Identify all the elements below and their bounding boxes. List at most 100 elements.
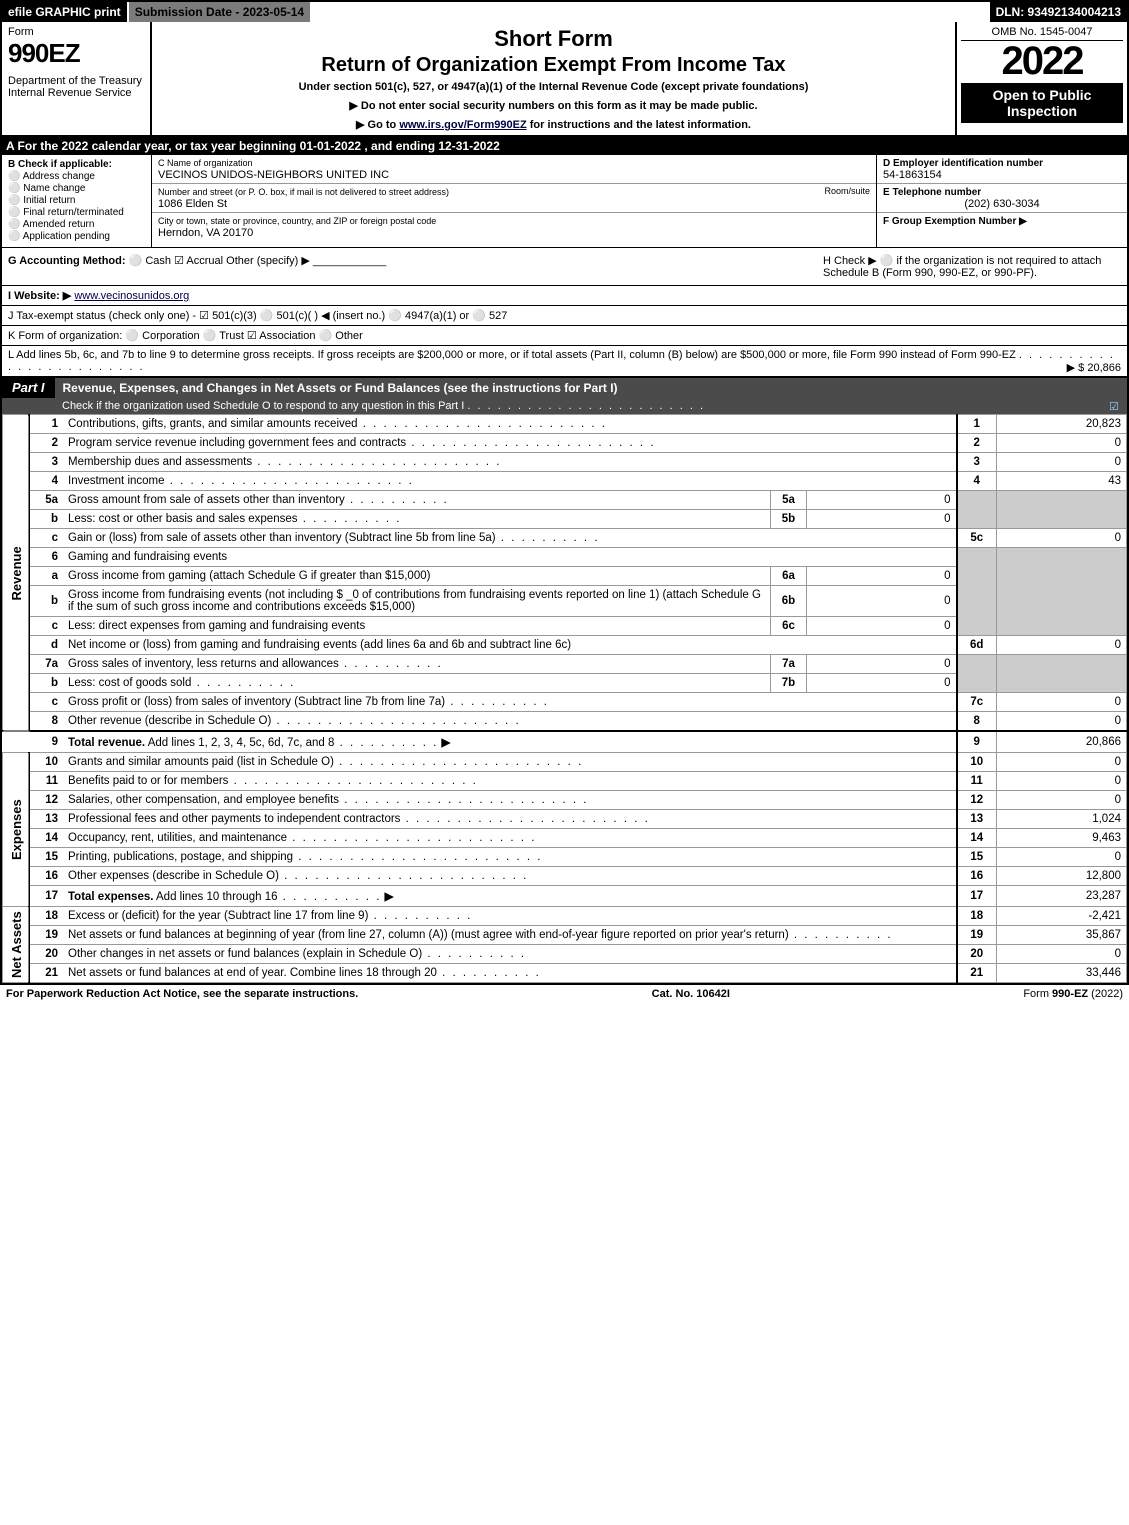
line-19-num: 19 [29,926,63,945]
line-6c-num: c [29,617,63,636]
line-15: 15 Printing, publications, postage, and … [3,848,1127,867]
goto-instructions: ▶ Go to www.irs.gov/Form990EZ for instru… [160,118,947,131]
line-5c-box: 5c [957,529,997,548]
line-18: Net Assets 18 Excess or (deficit) for th… [3,907,1127,926]
line-6c-sublabel: 6c [771,617,807,636]
line-8-box: 8 [957,712,997,732]
line-8-val: 0 [997,712,1127,732]
line-10-num: 10 [29,753,63,772]
schedule-o-check[interactable]: ☑ [1109,400,1119,413]
line-5ab-greyval [997,491,1127,529]
line-5ab-greybox [957,491,997,529]
line-6d-box: 6d [957,636,997,655]
form-ref-pre: Form [1023,988,1052,1000]
chk-name-change[interactable]: Name change [8,183,145,194]
submission-date: Submission Date - 2023-05-14 [129,2,312,22]
line-6-greybox [957,548,997,636]
line-19-text: Net assets or fund balances at beginning… [68,929,893,941]
tax-year: 2022 [961,41,1123,81]
line-7b-num: b [29,674,63,693]
line-13-val: 1,024 [997,810,1127,829]
line-11-val: 0 [997,772,1127,791]
line-20-text: Other changes in net assets or fund bala… [68,948,526,960]
chk-final-return[interactable]: Final return/terminated [8,207,145,218]
line-16-text: Other expenses (describe in Schedule O) [68,870,528,882]
line-7c: c Gross profit or (loss) from sales of i… [3,693,1127,712]
chk-initial-return[interactable]: Initial return [8,195,145,206]
part-i-subtitle: Check if the organization used Schedule … [2,398,1127,414]
dln-number: DLN: 93492134004213 [990,2,1127,22]
room-label: Room/suite [824,186,870,196]
line-7c-num: c [29,693,63,712]
line-9-num: 9 [29,731,63,753]
line-5c-num: c [29,529,63,548]
chk-cash[interactable]: Cash [129,255,171,267]
line-3-val: 0 [997,453,1127,472]
line-2: 2 Program service revenue including gove… [3,434,1127,453]
form-title: Return of Organization Exempt From Incom… [160,54,947,77]
l9-arrow [438,737,450,749]
group-exemption-cell: F Group Exemption Number ▶ [877,213,1127,229]
group-exemption-label: F Group Exemption Number ▶ [883,216,1027,227]
line-5c-text: Gain or (loss) from sale of assets other… [68,532,600,544]
column-def: D Employer identification number 54-1863… [877,155,1127,247]
chk-application-pending[interactable]: Application pending [8,231,145,242]
line-6a-num: a [29,567,63,586]
line-7ab-greybox [957,655,997,693]
chk-address-change[interactable]: Address change [8,171,145,182]
line-4-box: 4 [957,472,997,491]
line-4: 4 Investment income 4 43 [3,472,1127,491]
line-7a-sublabel: 7a [771,655,807,674]
section-b-through-f: B Check if applicable: Address change Na… [2,155,1127,248]
line-6b-text: Gross income from fundraising events (no… [63,586,771,617]
header-center: Short Form Return of Organization Exempt… [152,22,957,135]
expenses-label: Expenses [3,753,30,907]
line-16-box: 16 [957,867,997,886]
revenue-label: Revenue [3,415,30,732]
line-20-num: 20 [29,945,63,964]
line-11-text: Benefits paid to or for members [68,775,478,787]
street-label: Number and street (or P. O. box, if mail… [158,187,449,197]
line-6b-sublabel: 6b [771,586,807,617]
line-17-text: Add lines 10 through 16 [156,891,277,903]
org-name-value: VECINOS UNIDOS-NEIGHBORS UNITED INC [158,169,389,181]
phone-cell: E Telephone number (202) 630-3034 [877,184,1127,213]
gross-receipts-row: L Add lines 5b, 6c, and 7b to line 9 to … [2,346,1127,377]
chk-amended-return[interactable]: Amended return [8,219,145,230]
line-13: 13 Professional fees and other payments … [3,810,1127,829]
line-4-text: Investment income [68,475,414,487]
chk-accrual[interactable]: Accrual [174,255,223,267]
line-6d: d Net income or (loss) from gaming and f… [3,636,1127,655]
line-7c-val: 0 [997,693,1127,712]
line-14-num: 14 [29,829,63,848]
line-6d-num: d [29,636,63,655]
city-value: Herndon, VA 20170 [158,227,253,239]
irs-link[interactable]: www.irs.gov/Form990EZ [399,119,526,131]
line-6d-val: 0 [997,636,1127,655]
l17-arrow [381,891,393,903]
city-cell: City or town, state or province, country… [152,213,876,241]
line-13-box: 13 [957,810,997,829]
line-2-text: Program service revenue including govern… [68,437,656,449]
line-5a-num: 5a [29,491,63,510]
l9-dots [334,737,438,749]
line-1: Revenue 1 Contributions, gifts, grants, … [3,415,1127,434]
line-8-text: Other revenue (describe in Schedule O) [68,715,521,727]
line-7b-text: Less: cost of goods sold [68,677,295,689]
line-10-box: 10 [957,753,997,772]
line-12-num: 12 [29,791,63,810]
line-7ab-greyval [997,655,1127,693]
line-19-box: 19 [957,926,997,945]
line-8-num: 8 [29,712,63,732]
line-7a-subval: 0 [807,655,957,674]
line-5b-num: b [29,510,63,529]
line-18-val: -2,421 [997,907,1127,926]
form-of-organization-row: K Form of organization: ⚪ Corporation ⚪ … [2,326,1127,346]
website-link[interactable]: www.vecinosunidos.org [74,290,189,302]
line-6d-text: Net income or (loss) from gaming and fun… [63,636,957,655]
part-i-label: Part I [2,377,55,398]
line-19-val: 35,867 [997,926,1127,945]
accounting-method: G Accounting Method: Cash Accrual Other … [2,248,817,285]
form-ref-post: (2022) [1088,988,1123,1000]
b-label: B Check if applicable: [8,159,112,170]
